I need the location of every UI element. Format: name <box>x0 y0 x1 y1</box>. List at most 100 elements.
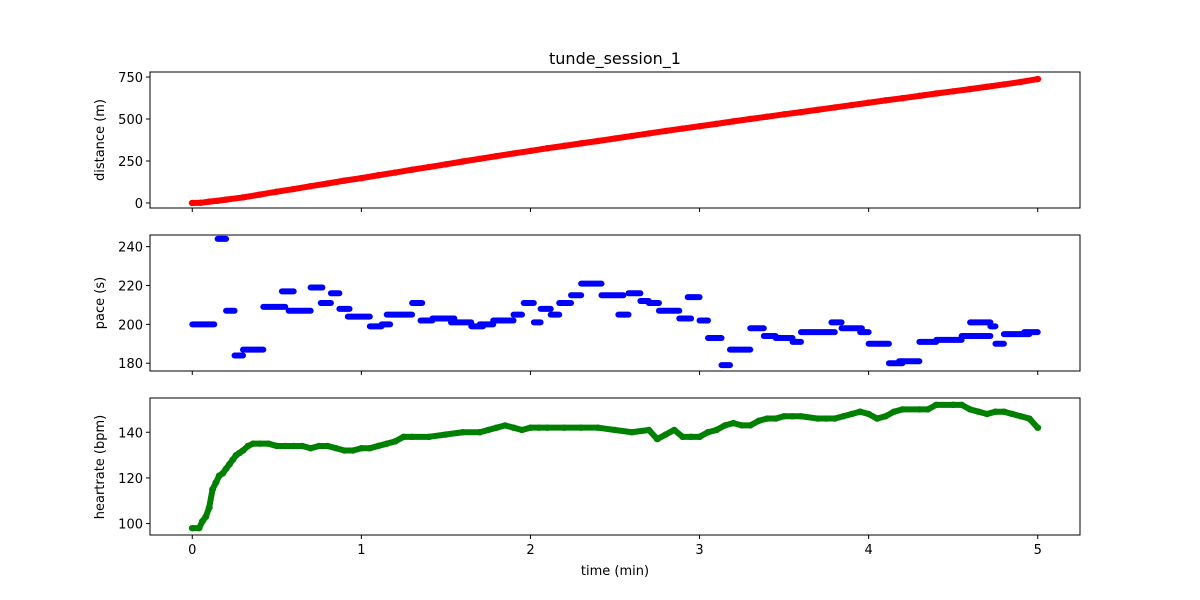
distance-point-27 <box>611 135 619 142</box>
distance-point-46 <box>932 90 940 97</box>
distance-point-20 <box>493 152 501 160</box>
heartrate-point-92 <box>1000 408 1008 415</box>
heartrate-xtick-label-3: 3 <box>695 543 703 558</box>
heartrate-point-46 <box>535 424 543 431</box>
heartrate-point-49 <box>577 424 585 431</box>
heartrate-point-72 <box>814 415 822 422</box>
heartrate-point-28 <box>349 447 357 454</box>
heartrate-point-51 <box>611 426 619 434</box>
heartrate-point-89 <box>975 408 983 415</box>
heartrate-point-55 <box>662 431 670 438</box>
heartrate-point-2 <box>198 518 206 525</box>
heartrate-point-64 <box>738 422 746 429</box>
heartrate-point-76 <box>848 410 856 418</box>
heartrate-point-3 <box>202 513 210 520</box>
heartrate-point-42 <box>501 422 509 429</box>
pace-ylabel: pace (s) <box>93 277 108 329</box>
heartrate-point-36 <box>425 433 433 441</box>
heartrate-point-60 <box>704 429 712 436</box>
distance-point-41 <box>848 101 856 109</box>
heartrate-point-5 <box>209 486 217 493</box>
heartrate-axes-frame <box>149 397 1081 536</box>
heartrate-point-50 <box>594 424 602 431</box>
heartrate-point-43 <box>510 424 518 431</box>
distance-point-35 <box>746 115 754 123</box>
heartrate-point-22 <box>298 442 306 450</box>
heartrate-xtick-label-2: 2 <box>526 543 534 558</box>
heartrate-point-4 <box>205 504 213 511</box>
heartrate-point-57 <box>679 433 687 441</box>
distance-point-6 <box>256 191 264 198</box>
heartrate-point-93 <box>1008 410 1016 418</box>
distance-point-7 <box>273 188 281 195</box>
heartrate-point-39 <box>476 429 484 436</box>
heartrate-point-41 <box>493 424 501 431</box>
heartrate-point-44 <box>518 426 526 434</box>
heartrate-point-62 <box>721 422 729 429</box>
heartrate-panel: 0 1 2 3 4 5 100 120 140 <box>118 397 1081 558</box>
distance-axes-frame <box>149 71 1081 209</box>
distance-point-11 <box>340 177 348 184</box>
heartrate-point-0 <box>188 524 196 532</box>
distance-point-28 <box>628 132 636 140</box>
heartrate-point-14 <box>239 447 247 454</box>
heartrate-point-26 <box>332 445 340 452</box>
heartrate-point-19 <box>273 442 281 450</box>
heartrate-point-53 <box>645 426 653 434</box>
heartrate-point-18 <box>264 440 272 447</box>
distance-point-42 <box>865 99 873 106</box>
heartrate-point-58 <box>687 433 695 441</box>
distance-ytick-label-3: 750 <box>118 71 143 86</box>
heartrate-xtick-label-1: 1 <box>357 543 365 558</box>
distance-point-25 <box>577 140 585 147</box>
distance-point-22 <box>526 147 534 155</box>
heartrate-point-31 <box>374 442 382 450</box>
heartrate-point-16 <box>249 440 257 447</box>
heartrate-ytick-label-2: 140 <box>118 426 143 441</box>
heartrate-point-54 <box>653 435 661 443</box>
heartrate-point-65 <box>746 422 754 429</box>
pace-ytick-label-3: 240 <box>118 241 143 256</box>
heartrate-point-88 <box>966 406 974 413</box>
distance-point-49 <box>983 83 991 90</box>
heartrate-point-48 <box>560 424 568 431</box>
distance-point-29 <box>645 130 653 137</box>
heartrate-point-21 <box>290 442 298 450</box>
heartrate-point-38 <box>459 429 467 436</box>
heartrate-point-24 <box>315 442 323 450</box>
distance-point-2 <box>205 198 213 205</box>
heartrate-point-47 <box>543 424 551 431</box>
distance-point-39 <box>814 106 822 113</box>
heartrate-point-30 <box>366 445 374 452</box>
distance-point-26 <box>594 137 602 145</box>
heartrate-point-68 <box>772 415 780 422</box>
pace-ytick-label-0: 180 <box>118 357 143 372</box>
heartrate-point-78 <box>865 410 873 418</box>
heartrate-point-59 <box>696 433 704 441</box>
heartrate-point-85 <box>932 401 940 409</box>
heartrate-point-84 <box>924 406 932 413</box>
distance-point-13 <box>374 172 382 179</box>
heartrate-point-32 <box>383 440 391 447</box>
heartrate-point-35 <box>408 433 416 441</box>
heartrate-point-27 <box>340 447 348 454</box>
pace-ytick-label-1: 200 <box>118 318 143 333</box>
heartrate-point-96 <box>1034 424 1042 431</box>
heartrate-point-67 <box>763 415 771 422</box>
heartrate-xtick-label-5: 5 <box>1034 543 1042 558</box>
time-xlabel: time (min) <box>581 564 649 579</box>
distance-point-30 <box>662 127 670 135</box>
heartrate-point-63 <box>729 419 737 427</box>
distance-point-3 <box>214 197 222 204</box>
distance-point-8 <box>290 185 298 193</box>
heartrate-ytick-label-1: 120 <box>118 472 143 487</box>
heartrate-point-95 <box>1025 415 1033 422</box>
heartrate-point-90 <box>983 410 991 418</box>
heartrate-point-74 <box>831 415 839 422</box>
heartrate-point-20 <box>281 442 289 450</box>
distance-point-51 <box>1017 78 1025 86</box>
heartrate-point-81 <box>890 408 898 415</box>
distance-point-34 <box>729 118 737 125</box>
distance-point-14 <box>391 169 399 176</box>
